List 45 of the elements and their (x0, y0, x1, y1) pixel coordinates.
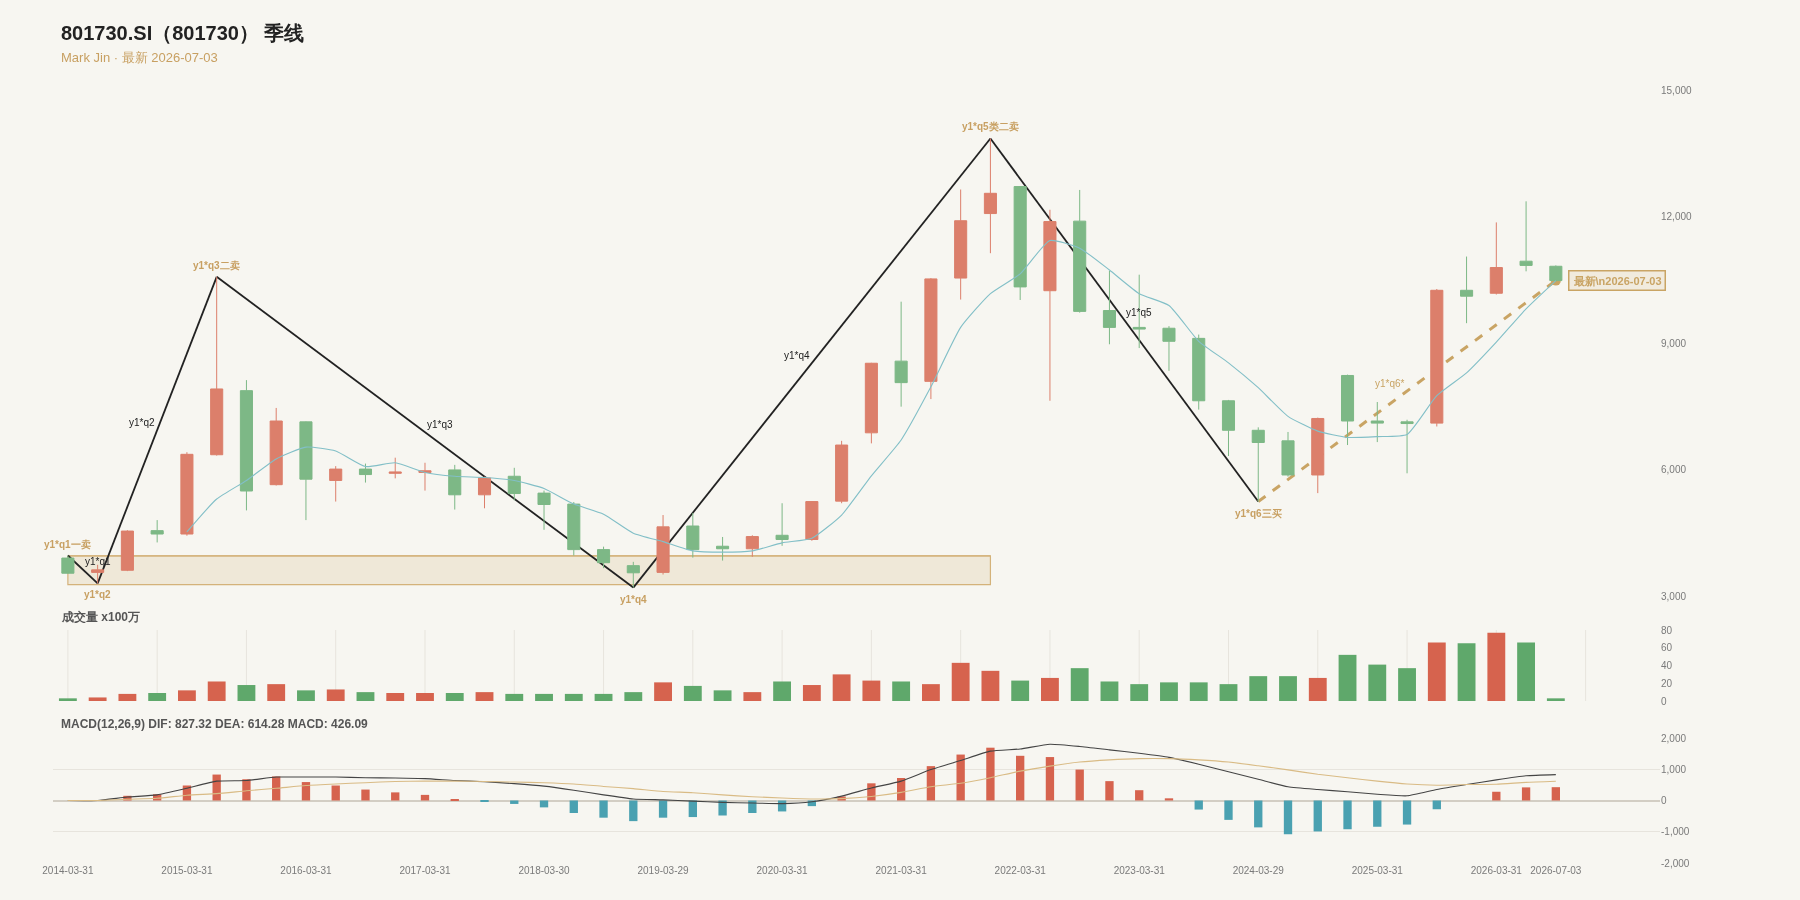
data-label: y1*q1一卖 (44, 539, 91, 550)
series-label: y1*q6* (1375, 378, 1405, 389)
x-tick-label: 2020-03-31 (756, 865, 809, 876)
x-tick-label: 2015-03-31 (161, 865, 213, 876)
y-tick-label: 6,000 (1661, 464, 1687, 475)
chart-title: 成交量 x100万 (61, 610, 141, 624)
y-tick-label: 12,000 (1661, 211, 1693, 222)
y-tick-label: -2,000 (1661, 857, 1690, 869)
data-label: y1*q2 (84, 589, 112, 600)
data-label: 最新\n2026-07-03 (1572, 274, 1662, 287)
y-tick-label: 1,000 (1661, 763, 1687, 775)
y-tick-label: 2,000 (1661, 732, 1687, 744)
data-label: y1*q4 (620, 594, 648, 605)
series-label: y1*q3 (427, 419, 454, 430)
y-tick-label: 9,000 (1661, 337, 1687, 349)
x-tick-label: 2024-03-29 (1232, 865, 1285, 876)
data-label: y1*q6三买 (1235, 508, 1282, 519)
data-label: y1*q5类二卖 (962, 121, 1019, 132)
y-tick-label: 3,000 (1661, 590, 1687, 602)
x-tick-label: 2017-03-31 (399, 865, 451, 876)
x-tick-label: 2022-03-31 (994, 865, 1047, 876)
x-tick-label: 2026-07-03 (1530, 865, 1582, 876)
series-label: y1*q4 (784, 350, 811, 361)
y-tick-label: 60 (1661, 642, 1673, 654)
chart-subtitle: Mark Jin · 最新 2026-07-03 (61, 50, 218, 65)
x-tick-label: 2016-03-31 (280, 865, 332, 876)
chart-title: 801730.SI（801730） 季线 (61, 22, 305, 44)
y-tick-label: 20 (1661, 677, 1673, 689)
x-tick-label: 2014-03-31 (42, 865, 94, 876)
x-tick-label: 2019-03-29 (637, 865, 690, 876)
x-tick-label: 2018-03-30 (518, 865, 571, 876)
x-tick-label: 2025-03-31 (1351, 865, 1404, 876)
data-label: y1*q3二卖 (193, 260, 240, 271)
y-tick-label: -1,000 (1661, 826, 1690, 838)
y-tick-label: 15,000 (1661, 84, 1693, 96)
y-tick-label: 0 (1661, 795, 1667, 806)
x-tick-label: 2026-03-31 (1470, 865, 1523, 876)
series-label: y1*q5 (1126, 307, 1153, 318)
y-tick-label: 80 (1661, 624, 1673, 636)
x-tick-label: 2023-03-31 (1113, 865, 1166, 876)
y-tick-label: 0 (1661, 695, 1667, 707)
x-tick-label: 2021-03-31 (875, 865, 928, 876)
series-label: y1*q2 (129, 417, 156, 428)
chart-title: MACD(12,26,9) DIF: 827.32 DEA: 614.28 MACD: 426.09 (61, 717, 369, 731)
y-tick-label: 40 (1661, 660, 1673, 671)
